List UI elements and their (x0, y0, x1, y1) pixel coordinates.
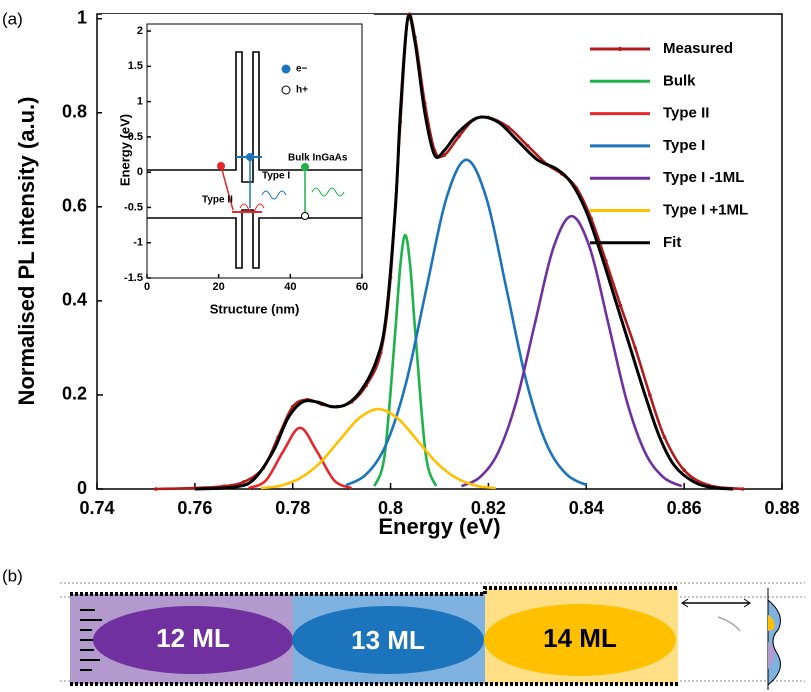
figure: (a) (b) 0.740.760.780.80.820.840.860.880… (0, 0, 811, 692)
layer-label: 14 ML (543, 623, 617, 653)
marker (242, 480, 246, 484)
marker (154, 487, 158, 491)
y-tick-label: 1 (137, 96, 143, 108)
y-tick-label: -1 (133, 237, 143, 249)
marker (526, 144, 530, 148)
panel-b: 12 ML 13 ML 14 ML (60, 583, 805, 690)
marker (663, 435, 667, 439)
x-tick-label: 0.88 (764, 498, 799, 518)
arrow (718, 617, 740, 631)
y-tick-label: 2 (137, 25, 143, 37)
y-tick-label: 0 (137, 166, 143, 178)
panel-label: (a) (2, 9, 23, 28)
panel-label: (b) (2, 566, 23, 585)
legend-label: Type I (663, 137, 705, 154)
y-tick-label: 0.6 (62, 196, 87, 216)
electron (246, 153, 254, 161)
x-tick-label: 0 (144, 281, 150, 293)
x-axis-label: Energy (eV) (378, 514, 500, 539)
annotation: h+ (296, 85, 308, 96)
legend-label: Bulk (663, 72, 696, 89)
y-tick-label: 0 (77, 478, 87, 498)
marker (648, 393, 652, 397)
y-tick-label: 0.8 (62, 102, 87, 122)
y-tick-label: 0.2 (62, 384, 87, 404)
layer-label: 12 ML (156, 623, 230, 653)
layer-label: 13 ML (351, 625, 425, 655)
y-tick-label: 1 (77, 7, 87, 27)
x-tick-label: 0.76 (177, 498, 212, 518)
marker (619, 304, 623, 308)
x-axis-label: Structure (nm) (210, 301, 300, 316)
hole (302, 213, 309, 220)
annotation: e− (296, 64, 308, 75)
legend-label: Type II (663, 105, 709, 122)
series-line (346, 160, 587, 485)
x-tick-label: 60 (356, 281, 368, 293)
x-tick-label: 0.74 (79, 498, 114, 518)
x-tick-label: 20 (213, 281, 225, 293)
legend-label: Fit (663, 234, 681, 251)
y-tick-label: -1.5 (124, 272, 143, 284)
annotation: Type I (262, 171, 290, 182)
annotation: Type II (202, 195, 233, 206)
marker (682, 468, 686, 472)
x-tick-label: 0.86 (667, 498, 702, 518)
marker (633, 346, 637, 350)
y-axis-label: Energy (eV) (117, 114, 132, 186)
annotation: Bulk InGaAs (288, 153, 348, 164)
y-tick-label: 1.5 (128, 60, 143, 72)
y-axis-label: Normalised PL intensity (a.u.) (14, 97, 39, 406)
electron (301, 163, 309, 171)
legend-label: Type I +1ML (663, 201, 748, 218)
legend-label: Type I -1ML (663, 169, 744, 186)
legend-marker (618, 47, 622, 51)
x-tick-label: 0.84 (569, 498, 604, 518)
x-tick-label: 40 (284, 281, 296, 293)
spectrum-icon (768, 600, 780, 685)
series-line (462, 216, 682, 486)
y-tick-label: -0.5 (124, 201, 143, 213)
x-tick-label: 0.78 (275, 498, 310, 518)
legend-label: Measured (663, 40, 733, 57)
y-tick-label: 0.4 (62, 290, 87, 310)
legend-electron (282, 65, 291, 74)
marker (741, 487, 745, 491)
legend-hole (282, 86, 290, 94)
